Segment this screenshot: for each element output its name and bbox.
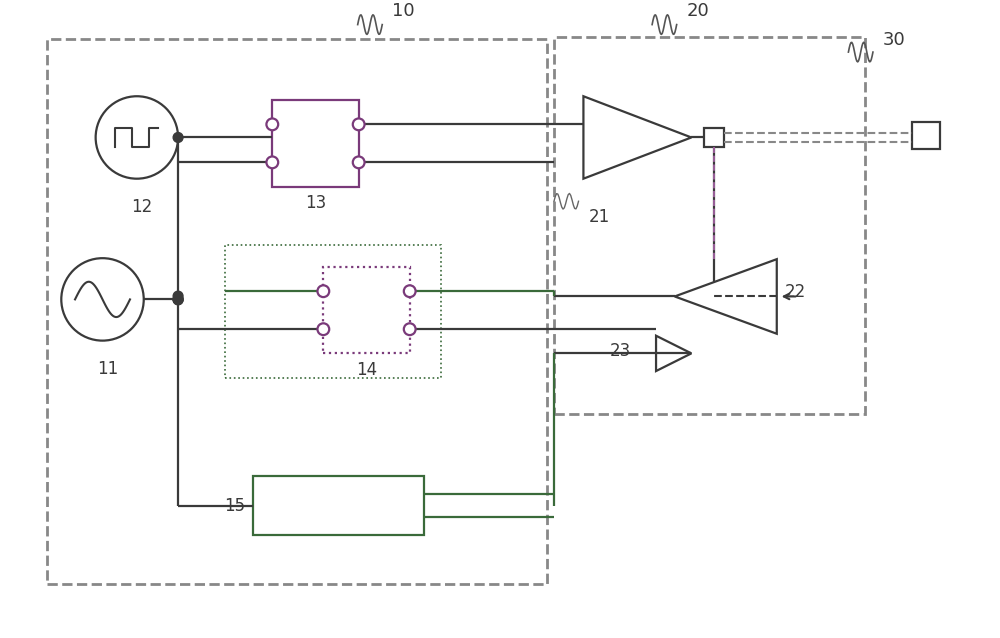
Bar xyxy=(47,40,547,584)
Circle shape xyxy=(173,133,183,142)
Text: 15: 15 xyxy=(224,496,245,514)
Circle shape xyxy=(353,119,365,130)
Text: 12: 12 xyxy=(131,198,152,216)
Text: 20: 20 xyxy=(686,2,709,20)
Bar xyxy=(272,100,359,186)
Circle shape xyxy=(173,295,183,305)
Bar xyxy=(704,128,724,147)
Circle shape xyxy=(353,156,365,168)
Circle shape xyxy=(173,295,183,304)
Circle shape xyxy=(173,291,183,301)
Text: 30: 30 xyxy=(883,31,906,49)
Text: 21: 21 xyxy=(588,208,610,226)
Text: 14: 14 xyxy=(356,361,377,379)
Circle shape xyxy=(266,156,278,168)
Text: 23: 23 xyxy=(610,343,631,360)
Circle shape xyxy=(317,285,329,297)
Text: 11: 11 xyxy=(97,360,118,378)
Bar xyxy=(225,246,441,378)
Circle shape xyxy=(61,258,144,341)
Bar xyxy=(912,122,940,149)
Bar xyxy=(323,267,410,353)
Circle shape xyxy=(173,295,183,304)
Circle shape xyxy=(404,285,416,297)
Text: 13: 13 xyxy=(305,195,326,212)
Text: 10: 10 xyxy=(392,2,415,20)
Circle shape xyxy=(317,323,329,335)
Circle shape xyxy=(96,96,178,179)
Bar xyxy=(253,476,424,535)
Circle shape xyxy=(266,119,278,130)
Bar xyxy=(554,38,865,414)
Circle shape xyxy=(404,323,416,335)
Text: 22: 22 xyxy=(785,283,806,300)
